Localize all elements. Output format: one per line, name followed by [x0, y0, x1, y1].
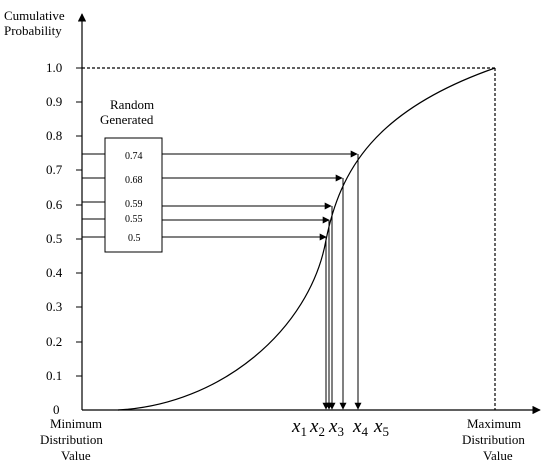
- y-tick-label: 0.1: [46, 368, 62, 383]
- random-generated-box: [104, 137, 163, 253]
- max-label-line2: Distribution: [462, 432, 525, 447]
- x-label-1: x1: [291, 416, 307, 439]
- box-title-line1: Random: [110, 97, 154, 112]
- x-label-2: x2: [309, 416, 325, 439]
- y-tick-label: 0.7: [46, 162, 63, 177]
- random-value: 0.59: [125, 199, 143, 210]
- max-label-line1: Maximum: [467, 416, 521, 431]
- y-tick-label: 0.6: [46, 197, 63, 212]
- axis-to-box-stubs: [82, 153, 105, 238]
- y-tick-label: 0: [53, 402, 60, 417]
- y-tick-group: [76, 67, 82, 377]
- y-tick-label: 1.0: [46, 60, 62, 75]
- max-label-line3: Value: [483, 448, 513, 463]
- y-tick-label: 0.2: [46, 334, 62, 349]
- x-label-3: x3: [328, 416, 344, 439]
- min-label-line1: Minimum: [50, 416, 102, 431]
- y-tick-label: 0.9: [46, 94, 62, 109]
- y-axis-title-line1: Cumulative: [4, 8, 65, 23]
- y-tick-label: 0.8: [46, 128, 62, 143]
- random-value: 0.68: [125, 175, 143, 186]
- random-value: 0.55: [125, 214, 143, 225]
- x-label-4: x4: [352, 416, 368, 439]
- cdf-curve: [117, 67, 496, 411]
- y-tick-label: 0.5: [46, 231, 62, 246]
- y-tick-label: 0.4: [46, 265, 63, 280]
- y-axis-title-line2: Probability: [4, 23, 62, 38]
- x-label-5: x5: [373, 416, 389, 439]
- box-title-line2: Generated: [100, 112, 154, 127]
- y-tick-label: 0.3: [46, 299, 62, 314]
- min-label-line3: Value: [61, 448, 91, 463]
- random-value: 0.74: [125, 151, 143, 162]
- min-label-line2: Distribution: [40, 432, 103, 447]
- random-value: 0.5: [128, 233, 141, 244]
